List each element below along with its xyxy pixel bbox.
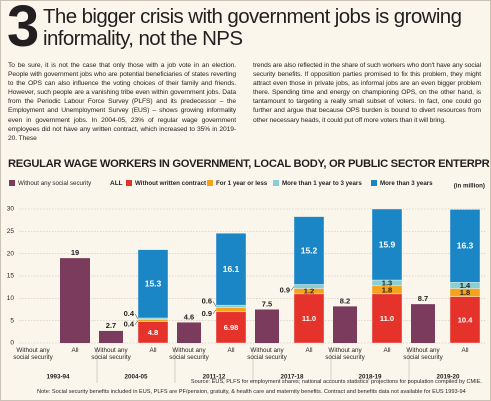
bar-label: Without any social security xyxy=(13,347,53,361)
bar-segment xyxy=(449,296,481,344)
bar-segment xyxy=(137,317,169,320)
data-label: 1.8 xyxy=(460,288,470,297)
bar-segment xyxy=(371,293,403,344)
bar-label: Without any social security xyxy=(91,347,131,361)
bar-label: All xyxy=(305,347,313,354)
bar-segment xyxy=(137,249,169,319)
legend-swatch xyxy=(9,180,15,186)
leader-line xyxy=(134,320,139,325)
data-label: 0.4 xyxy=(124,320,135,329)
legend-label: Without written contract xyxy=(135,180,206,187)
paragraph: trends are also reflected in the share o… xyxy=(253,62,481,124)
bar-label: All xyxy=(461,347,469,354)
x-tick-label: 2011-12 xyxy=(203,374,226,381)
bar-segment xyxy=(449,209,481,283)
x-tick-label: 2018-19 xyxy=(358,374,382,381)
data-label: 2.7 xyxy=(106,321,116,330)
legend-label: More than 1 year to 3 years xyxy=(282,180,362,187)
data-label: 8.7 xyxy=(418,294,428,303)
bar-label: Without any social security xyxy=(403,347,443,361)
data-label: 4.8 xyxy=(148,328,158,337)
bar-label: All xyxy=(71,347,79,354)
legend-swatch xyxy=(273,180,279,186)
data-label: 0.4 xyxy=(124,309,135,318)
x-tick-label: 1993-94 xyxy=(46,374,70,381)
data-label: 1.3 xyxy=(382,278,392,287)
bar xyxy=(99,330,123,343)
bar xyxy=(333,306,357,343)
legend-label: Without any social security xyxy=(18,180,92,187)
note: Note: Social security benefits included … xyxy=(37,389,466,395)
legend-swatch xyxy=(371,180,377,186)
y-tick-label: 15 xyxy=(7,273,15,280)
data-label: 15.9 xyxy=(379,239,396,249)
y-tick-label: 30 xyxy=(7,206,15,213)
bar-segment xyxy=(371,208,403,281)
data-label: 1.2 xyxy=(304,287,314,296)
paragraph: To be sure, it is not the case that only… xyxy=(8,62,236,142)
data-label: 7.5 xyxy=(262,299,272,308)
chart-title: REGULAR WAGE WORKERS IN GOVERNMENT, LOCA… xyxy=(8,158,491,170)
bar-segment xyxy=(215,233,247,306)
bar-label: Without any social security xyxy=(247,347,287,361)
y-tick-label: 5 xyxy=(10,317,14,324)
x-tick-label: 2004-05 xyxy=(124,374,148,381)
bar-label: Without any social security xyxy=(325,347,365,361)
bar xyxy=(255,309,279,343)
bar-segment xyxy=(137,319,169,322)
bar xyxy=(411,304,435,343)
data-label: 10.4 xyxy=(458,315,473,324)
data-label: 0.9 xyxy=(280,285,290,294)
leader-line xyxy=(212,309,217,314)
y-tick-label: 20 xyxy=(7,250,15,257)
bar-segment xyxy=(215,307,247,313)
bar-label: All xyxy=(149,347,157,354)
data-label: 0.9 xyxy=(202,309,212,318)
bar-label: Without any social security xyxy=(169,347,209,361)
bar-segment xyxy=(293,293,325,344)
y-tick-label: 10 xyxy=(7,295,15,302)
headline: The bigger crisis with government jobs i… xyxy=(43,5,462,50)
bar-label: All xyxy=(383,347,391,354)
data-label: 16.1 xyxy=(223,264,240,274)
data-label: 6.98 xyxy=(224,323,239,332)
bar-segment xyxy=(215,311,247,344)
data-label: 4.6 xyxy=(184,312,194,321)
legend-label: For 1 year or less xyxy=(216,180,268,187)
bar xyxy=(177,322,201,343)
bar xyxy=(60,258,90,343)
data-label: 11.0 xyxy=(302,314,316,323)
data-label: 1.8 xyxy=(382,285,392,294)
data-label: 1.4 xyxy=(460,281,471,290)
bar-segment xyxy=(215,304,247,309)
bar-segment xyxy=(293,284,325,289)
data-label: 19 xyxy=(71,248,79,257)
x-tick-label: 2019-20 xyxy=(436,374,460,381)
leader-line xyxy=(134,313,139,320)
data-label: 16.3 xyxy=(457,241,474,251)
leader-line xyxy=(212,301,217,307)
data-label: 15.2 xyxy=(301,245,318,255)
legend-swatch xyxy=(207,180,213,186)
y-tick-label: 0 xyxy=(10,340,14,347)
data-label: 15.3 xyxy=(145,279,162,289)
leader-line xyxy=(290,286,295,291)
section-number: 3 xyxy=(7,0,40,59)
bar-label: All xyxy=(227,347,235,354)
source: Source: EUS, PLFS for employment shares;… xyxy=(190,379,482,385)
y-tick-label: 25 xyxy=(7,228,15,235)
legend-all-label: ALL xyxy=(110,180,123,187)
bar-segment xyxy=(293,216,325,285)
legend-swatch xyxy=(126,180,132,186)
x-tick-label: 2017-18 xyxy=(280,374,304,381)
data-label: 0.6 xyxy=(202,296,212,305)
data-label: 8.2 xyxy=(340,296,350,305)
unit-label: (in million) xyxy=(454,183,485,190)
data-label: 11.0 xyxy=(380,314,394,323)
legend-label: More than 3 years xyxy=(380,180,433,187)
